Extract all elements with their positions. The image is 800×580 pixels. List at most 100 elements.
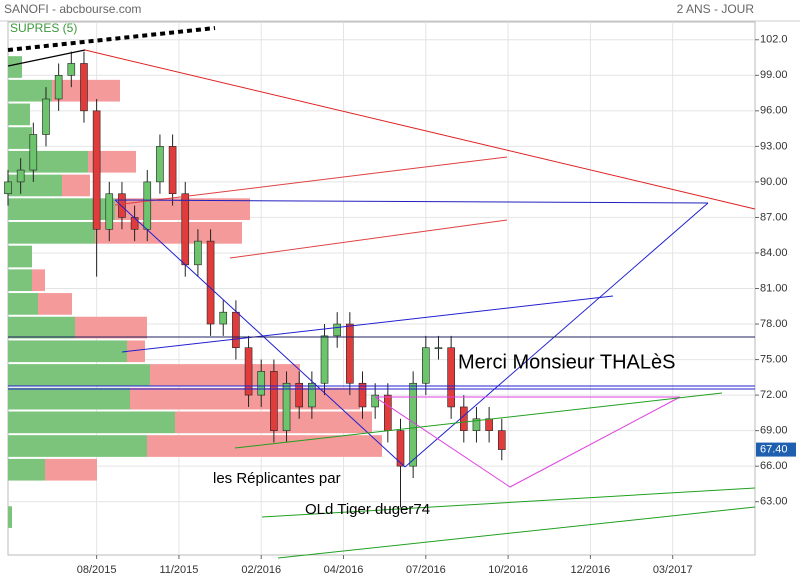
candle-body <box>219 311 228 325</box>
candle-body <box>447 347 455 408</box>
candle-body <box>346 323 354 384</box>
candle-body <box>232 311 240 349</box>
volume-up <box>8 316 75 339</box>
chart-subtitle: 2 ANS - JOUR <box>677 2 755 16</box>
volume-up <box>8 127 32 149</box>
candle-body <box>194 240 202 266</box>
volume-up <box>8 435 147 457</box>
volume-down <box>95 221 242 244</box>
volume-up <box>8 79 52 102</box>
candle-body <box>295 382 304 408</box>
candle-body <box>308 382 316 408</box>
volume-up <box>8 221 95 244</box>
x-tick-label: 10/2016 <box>488 564 528 576</box>
candle-body <box>156 146 164 183</box>
x-tick-label: 04/2016 <box>324 564 364 576</box>
candle-body <box>130 217 139 230</box>
trendline <box>277 506 756 559</box>
candle-body <box>282 382 291 431</box>
trendline <box>84 49 756 210</box>
y-tick-label: 75.00 <box>760 353 788 365</box>
candle-body <box>459 406 468 431</box>
trendline <box>229 219 508 259</box>
candle-body <box>206 240 215 325</box>
y-tick-label: 72.00 <box>760 389 788 401</box>
y-tick-label: 96.00 <box>760 105 788 117</box>
y-tick-label: 66.00 <box>760 460 788 472</box>
y-tick-label: 63.00 <box>760 496 788 508</box>
volume-up <box>8 458 45 481</box>
candle-body <box>320 335 329 384</box>
x-tick-label: 11/2015 <box>159 564 198 576</box>
candle-body <box>497 430 506 450</box>
volume-up <box>8 293 38 315</box>
candle-body <box>105 193 114 230</box>
x-tick-label: 02/2016 <box>241 564 281 576</box>
candle-body <box>422 347 430 384</box>
trendline <box>114 199 709 204</box>
candle-body <box>92 110 101 230</box>
volume-down <box>62 174 90 197</box>
candle-body <box>16 169 25 183</box>
candles <box>4 51 506 508</box>
candle-body <box>485 418 493 431</box>
y-tick-label: 78.00 <box>760 318 788 330</box>
y-tick-label: 93.00 <box>760 140 788 152</box>
y-tick-label: 102.0 <box>760 34 788 46</box>
volume-down <box>127 340 145 363</box>
candle-body <box>80 63 88 112</box>
trendline <box>261 487 756 518</box>
volume-up <box>8 245 32 268</box>
volume-up <box>8 56 22 78</box>
candle-body <box>4 181 12 195</box>
candle-body <box>358 382 367 408</box>
y-tick-label: 69.00 <box>760 425 788 437</box>
trendline <box>114 199 406 468</box>
x-tick-label: 12/2016 <box>571 564 611 576</box>
trendline <box>7 49 86 67</box>
volume-up <box>8 364 150 386</box>
volume-up <box>8 198 115 220</box>
volume-down <box>32 269 45 292</box>
chart-title: SANOFI - abcbourse.com <box>4 2 141 16</box>
candle-body <box>67 63 76 76</box>
axes: 102.0 99.00 96.00 93.00 90.00 87.00 84.00 81.00… <box>77 34 796 576</box>
trendline <box>234 392 723 449</box>
trendline <box>121 295 614 353</box>
volume-up <box>8 411 175 434</box>
candle-body <box>371 394 379 408</box>
y-tick-label: 87.00 <box>760 211 788 223</box>
trendline <box>7 26 216 52</box>
candle-body <box>143 181 152 230</box>
candle-body <box>42 98 50 135</box>
last-price-label: 67.40 <box>760 443 788 455</box>
annotation: OLd Tiger duger74 <box>305 501 430 518</box>
volume-up <box>8 340 127 363</box>
volume-up <box>8 174 62 197</box>
volume-down <box>45 458 97 481</box>
candle-body <box>270 371 278 431</box>
candle-body <box>181 193 190 266</box>
candle-body <box>54 75 63 100</box>
volume-down <box>147 435 382 457</box>
y-tick-label: 90.00 <box>760 176 788 188</box>
annotation: Merci Monsieur THALèS <box>458 351 675 373</box>
trendlines <box>7 26 756 559</box>
candle-body <box>409 382 417 467</box>
candle-body <box>168 146 177 195</box>
volume-up <box>8 269 32 292</box>
last-price-box <box>756 442 796 457</box>
candle-body <box>257 371 266 396</box>
candle-body <box>244 347 253 396</box>
annotation: les Réplicantes par <box>213 470 341 487</box>
volume-down <box>75 316 147 339</box>
x-tick-label: 03/2017 <box>653 564 693 576</box>
y-tick-label: 99.00 <box>760 69 788 81</box>
y-tick-label: 81.00 <box>760 282 788 294</box>
candle-body <box>384 394 392 431</box>
candle-body <box>118 193 126 218</box>
trendline <box>114 156 508 206</box>
volume-up <box>8 506 12 528</box>
volume-down <box>38 293 72 315</box>
